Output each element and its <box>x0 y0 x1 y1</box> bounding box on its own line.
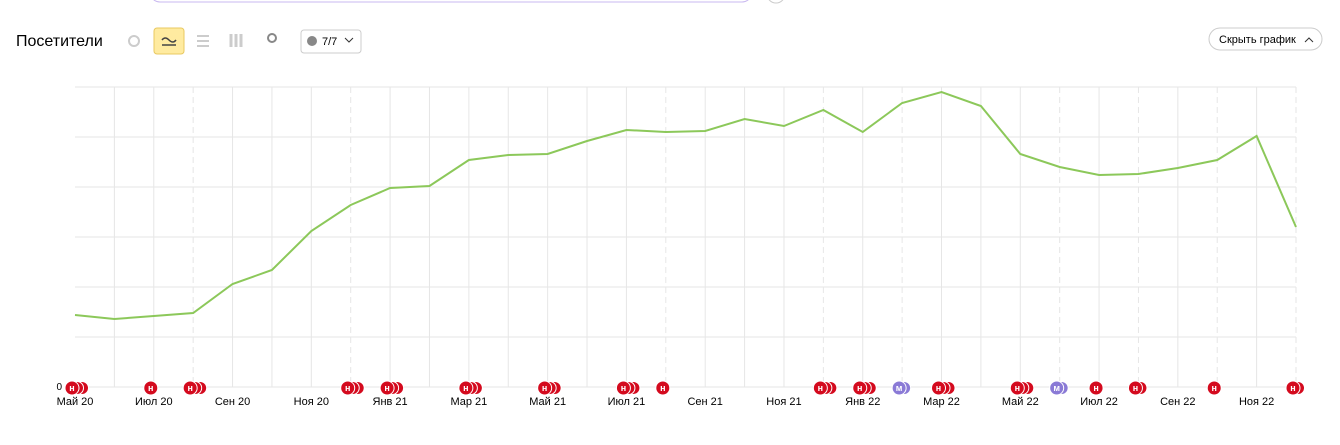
help-icon[interactable] <box>767 0 785 4</box>
search-box[interactable] <box>150 0 752 3</box>
comment-marker[interactable]: н <box>812 380 838 396</box>
marker-bubble <box>182 380 198 396</box>
comment-marker[interactable]: н <box>1088 380 1104 396</box>
marker-label: н <box>621 383 626 393</box>
marker-label: н <box>1290 383 1295 393</box>
hide-chart-button[interactable] <box>1208 27 1323 51</box>
marker-bubble <box>1088 380 1104 396</box>
comment-marker[interactable]: н <box>458 380 483 396</box>
marker-bubble <box>340 380 356 396</box>
marker-label: н <box>69 383 74 393</box>
x-tick-label: Ноя 22 <box>1239 396 1274 408</box>
marker-bubble <box>1127 380 1143 396</box>
comment-marker[interactable]: н <box>182 380 208 396</box>
marker-label: н <box>936 383 941 393</box>
marker-bubble <box>655 380 671 396</box>
comment-marker[interactable]: н <box>537 380 562 396</box>
comment-marker[interactable]: н <box>1285 380 1305 396</box>
x-tick-label: Июл 22 <box>1080 396 1118 408</box>
line-icon-glyph <box>161 37 177 46</box>
up-arrow <box>1304 37 1314 43</box>
marker-bubble <box>64 380 80 396</box>
comment-marker[interactable]: н <box>655 380 671 396</box>
comments-count: 7/7 <box>322 36 337 48</box>
comment-marker[interactable]: н <box>379 380 405 396</box>
marker-bubble <box>143 380 159 396</box>
marker-label: м <box>896 383 903 393</box>
marker-label: н <box>1093 383 1098 393</box>
dropdown-arrow <box>344 37 354 43</box>
marker-bubble <box>931 380 947 396</box>
marker-label: н <box>1015 383 1020 393</box>
x-tick-label: Янв 22 <box>845 396 880 408</box>
map-icon[interactable] <box>267 33 277 43</box>
marker-bubble <box>1049 380 1065 396</box>
marker-label: н <box>857 383 862 393</box>
marker-label: н <box>542 383 547 393</box>
comment-marker[interactable]: н <box>852 380 877 396</box>
x-tick-label: Май 21 <box>529 396 566 408</box>
x-tick-label: Ноя 21 <box>766 396 801 408</box>
marker-bubble <box>458 380 474 396</box>
comment-marker[interactable]: н <box>143 380 159 396</box>
bar-icon[interactable] <box>229 34 243 47</box>
marker-label: н <box>463 383 468 393</box>
comment-marker[interactable]: н <box>1206 380 1222 396</box>
x-tick-label: Сен 20 <box>215 396 250 408</box>
comment-marker[interactable]: н <box>931 380 956 396</box>
x-tick-label: Май 22 <box>1002 396 1039 408</box>
marker-label: н <box>1133 383 1138 393</box>
marker-bubble <box>1285 380 1301 396</box>
marker-label: н <box>148 383 153 393</box>
area-icon[interactable] <box>197 35 209 47</box>
x-tick-label: Май 20 <box>57 396 94 408</box>
marker-label: н <box>818 383 823 393</box>
marker-bubble <box>615 380 631 396</box>
x-tick-label: Июл 21 <box>608 396 646 408</box>
x-tick-label: Мар 21 <box>450 396 487 408</box>
marker-label: н <box>345 383 350 393</box>
series-line <box>74 90 1297 321</box>
marker-bubble <box>891 380 907 396</box>
x-tick-label: Сен 21 <box>687 396 722 408</box>
marker-bubble <box>1009 380 1025 396</box>
comment-marker[interactable]: н <box>1127 380 1148 396</box>
marker-label: н <box>187 383 192 393</box>
x-tick-label: Сен 22 <box>1160 396 1195 408</box>
comment-marker[interactable]: н <box>1009 380 1035 396</box>
marker-bubble <box>812 380 828 396</box>
marker-label: н <box>384 383 389 393</box>
marker-label: м <box>1053 383 1060 393</box>
comment-marker[interactable]: м <box>891 380 912 396</box>
title: Посетители <box>16 33 103 50</box>
comments-button[interactable] <box>300 29 362 54</box>
hide-chart-label: Скрыть график <box>1219 34 1296 46</box>
x-tick-label: Мар 22 <box>923 396 960 408</box>
marker-label: н <box>1212 383 1217 393</box>
comment-marker[interactable]: м <box>1049 380 1069 396</box>
comment-marker[interactable]: н <box>615 380 641 396</box>
x-tick-label: Июл 20 <box>135 396 173 408</box>
comment-icon <box>307 36 317 46</box>
marker-bubble <box>537 380 553 396</box>
chart-type-icons <box>128 27 277 55</box>
comment-marker[interactable]: н <box>64 380 89 396</box>
marker-label: н <box>660 383 665 393</box>
marker-bubble <box>379 380 395 396</box>
x-tick-label: Янв 21 <box>373 396 408 408</box>
y-tick-label: 0 <box>56 382 62 393</box>
pie-icon[interactable] <box>128 35 140 47</box>
x-tick-label: Ноя 20 <box>294 396 329 408</box>
marker-bubble <box>852 380 868 396</box>
comment-marker[interactable]: н <box>340 380 365 396</box>
marker-bubble <box>1206 380 1222 396</box>
